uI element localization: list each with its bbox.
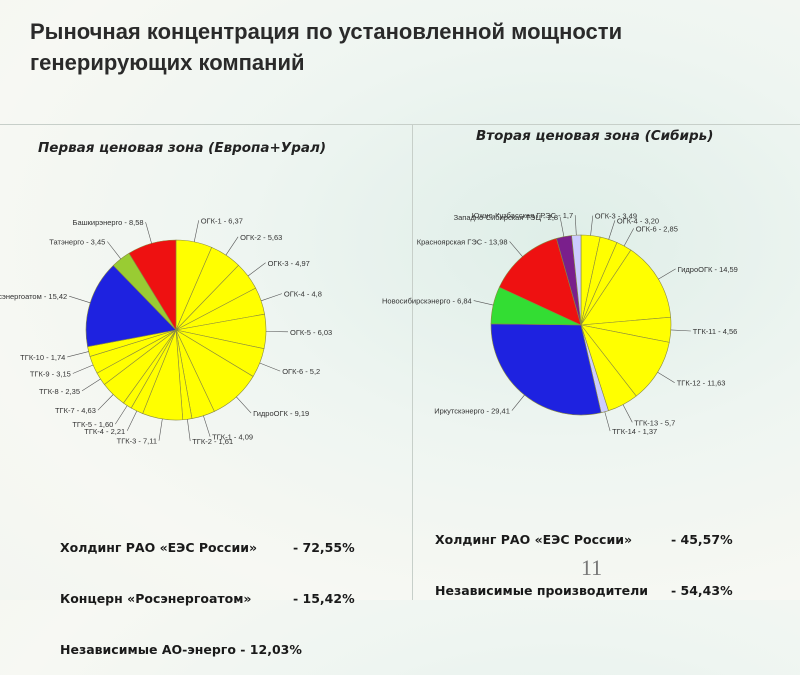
pie-slice-label: ТГК-12 - 11,63 [677,379,726,388]
leader-line [512,395,525,411]
pie-slice-label: ОГК-2 - 5,63 [240,233,282,242]
leader-line [82,379,101,391]
leader-line [67,352,88,357]
pie-slice-label: ТГК-2 - 1,61 [192,437,233,446]
pie-slice-label: ОГК-5 - 6,03 [290,328,332,337]
zone2-summary-row-2: Независимые производители- 54,43% [435,582,733,599]
pie-slice-label: Новосибирскэнерго - 6,84 [382,297,472,306]
leader-line [98,395,113,411]
pie-slice-label: ОГК-6 - 2,85 [636,224,678,233]
summary-label: Холдинг РАО «ЕЭС России» [435,531,671,548]
leader-line [107,242,121,259]
pie-slice-label: Иркутскэнерго - 29,41 [434,407,510,416]
summary-label: Независимые производители [435,582,671,599]
pie-slice-label: Росэнергоатом - 15,42 [0,292,67,301]
leader-line [474,301,494,306]
summary-value: - 45,57% [671,532,733,547]
pie-slice-label: ТГК-11 - 4,56 [693,327,738,336]
leader-line [73,365,93,374]
pie-slice-label: ОГК-6 - 5,2 [282,367,320,376]
zone1-summary-row-1: Холдинг РАО «ЕЭС России»- 72,55% [60,539,355,556]
leader-line [248,263,266,276]
pie-slice-label: Татэнерго - 3,45 [49,238,105,247]
leader-line [261,294,282,301]
pie-slice-label: ТГК-8 - 2,35 [39,387,80,396]
leader-line [658,372,675,383]
leader-line [187,419,190,441]
leader-line [115,406,127,425]
leader-line [260,363,281,371]
leader-line [624,228,634,246]
pie-slice-label: ОГК-3 - 4,97 [268,259,310,268]
leader-line [591,216,593,236]
pie-chart-1: ОГК-1 - 6,37 ОГК-2 - 5,63 ОГК-3 - 4,97 ОГК-… [0,216,332,446]
leader-line [605,412,610,431]
pie-slice-label: ТГК-10 - 1,74 [20,353,65,362]
pie-slice-label: Южно-Кузбасская ГРЭС - 1,7 [472,211,573,220]
leader-line [127,411,137,431]
leader-line [236,397,251,413]
pie-slice-label: Башкирэнерго - 8,58 [73,218,144,227]
pie-slice-label: Красноярская ГЭС - 13,98 [417,237,508,246]
pie-slice-label: ОГК-1 - 6,37 [201,216,243,225]
pie-slice-label: ТГК-14 - 1,37 [612,427,657,436]
pie-slice-label: ГидроОГК - 14,59 [678,265,738,274]
pie-slice-label: ТГК-3 - 7,11 [117,437,157,446]
leader-line [146,222,152,243]
summary-label: Независимые АО-энерго - 12,03% [60,642,302,657]
pie-slice-label: ГидроОГК - 9,19 [253,409,309,418]
leader-line [510,241,523,256]
pie-slice-label: ТГК-13 - 5,7 [634,418,675,427]
leader-line [671,330,691,331]
pie-slice-label: ТГК-9 - 3,15 [30,370,71,379]
leader-line [658,269,675,279]
leader-line [623,405,632,423]
pie-slice-label: ОГК-4 - 4,8 [284,290,322,299]
leader-line [69,296,90,303]
zone2-summary-row-1: Холдинг РАО «ЕЭС России»- 45,57% [435,531,733,548]
zone1-summary: Холдинг РАО «ЕЭС России»- 72,55% Концерн… [60,505,355,675]
leader-line [159,419,162,441]
page-number: 11 [581,555,602,581]
pie-slice-label: ТГК-5 - 1,60 [72,420,113,429]
leader-line [226,237,238,255]
zone1-summary-row-2: Концерн «Росэнергоатом»- 15,42% [60,590,355,607]
leader-line [203,416,210,437]
leader-line [194,220,199,242]
zone1-summary-row-3: Независимые АО-энерго - 12,03% [60,641,355,658]
pie-slice-label: ТГК-7 - 4,63 [55,406,96,415]
leader-line [575,215,576,235]
summary-value: - 72,55% [293,540,355,555]
summary-value: - 54,43% [671,583,733,598]
summary-label: Концерн «Росэнергоатом» [60,590,293,607]
summary-value: - 15,42% [293,591,355,606]
summary-label: Холдинг РАО «ЕЭС России» [60,539,293,556]
leader-line [609,220,615,239]
